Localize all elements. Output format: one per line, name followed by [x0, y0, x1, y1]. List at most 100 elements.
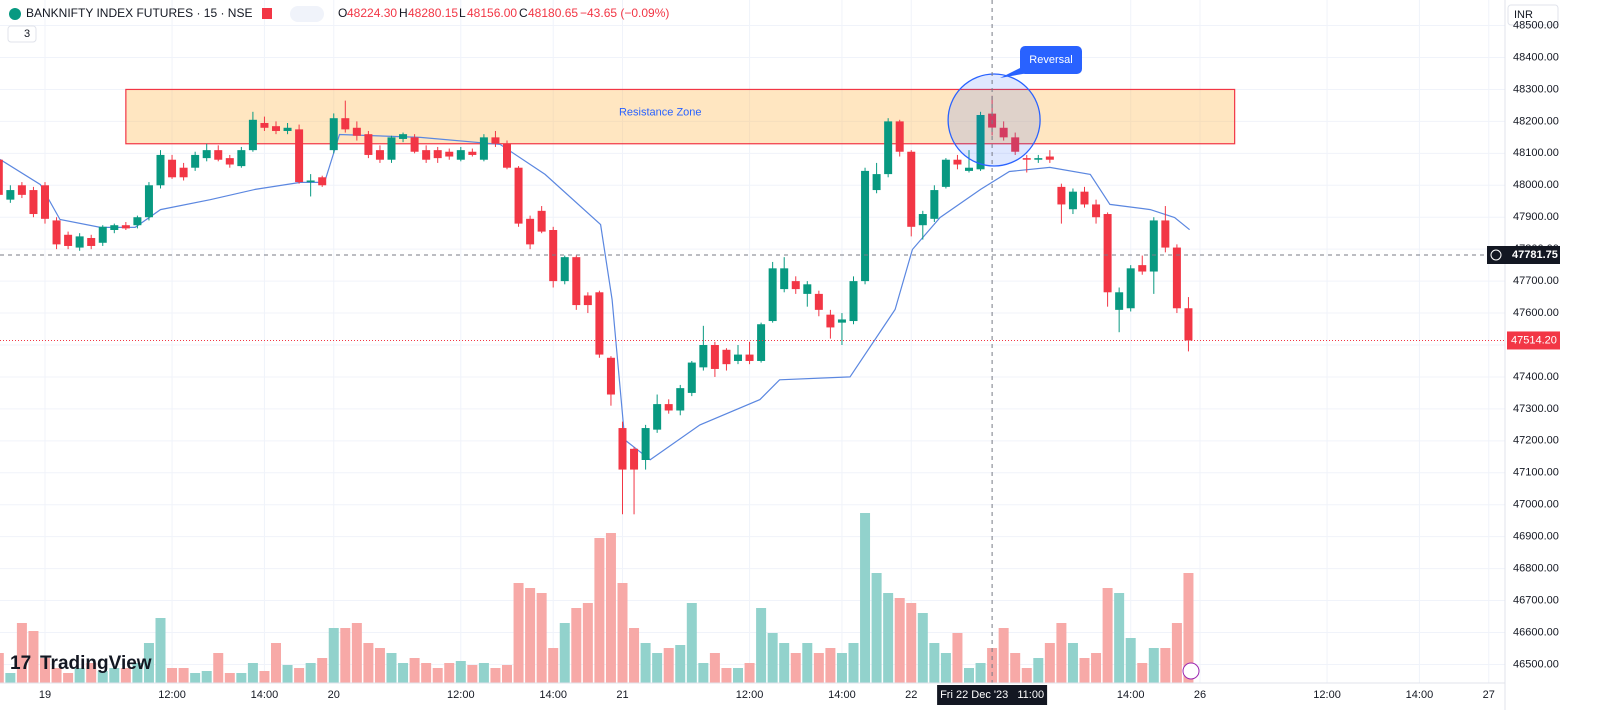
candle-body [965, 167, 973, 171]
logo [9, 8, 21, 20]
volume-bar [1056, 623, 1067, 683]
candle-body [572, 257, 581, 306]
y-tick-label: 46600.00 [1513, 626, 1559, 638]
candle-body [676, 388, 685, 411]
candle-body [6, 190, 15, 200]
indicator-toggle[interactable] [7, 25, 37, 43]
volume-bar [744, 663, 755, 683]
volume-bar [952, 633, 963, 683]
y-tick-label: 47100.00 [1513, 467, 1559, 479]
volume-bar [363, 643, 374, 683]
candle-body [375, 150, 384, 160]
candle-body [318, 177, 327, 186]
volume-bar [351, 623, 362, 683]
candle-body [814, 293, 823, 310]
candle-body [214, 150, 223, 160]
crosshair-price: 47781.75 [1512, 249, 1558, 261]
candle-body [583, 295, 592, 306]
volume-bar [605, 533, 616, 683]
ohlc-key: H [399, 6, 408, 20]
volume-bar [629, 628, 640, 683]
volume-bar [779, 643, 790, 683]
volume-bar [236, 673, 247, 683]
candle-body [630, 448, 639, 470]
volume-bar [917, 613, 928, 683]
candle-body [144, 185, 153, 218]
candle-body [560, 257, 569, 282]
candle-body [618, 428, 627, 470]
candle-body [768, 268, 777, 322]
volume-bar [1137, 663, 1148, 683]
volume-bar [975, 663, 986, 683]
candle-body [110, 225, 119, 230]
candle-body [861, 170, 870, 282]
candle-body [549, 230, 558, 282]
volume-bar [559, 623, 570, 683]
ohlc-value: 48180.65 [528, 6, 578, 20]
currency-button[interactable] [1507, 4, 1559, 26]
volume-bar [940, 653, 951, 683]
candle-body [17, 185, 26, 195]
candle-body [837, 319, 846, 323]
volume-bar [28, 631, 39, 683]
candle-body [710, 345, 719, 369]
candle-body [803, 284, 812, 294]
candle-body [1057, 186, 1066, 205]
candle-body [722, 349, 731, 365]
volume-bar [894, 598, 905, 683]
candle-body [410, 137, 419, 152]
volume-bar [1148, 648, 1159, 683]
volume-bar [513, 583, 524, 683]
candle-body [1068, 191, 1077, 210]
volume-bar [1021, 668, 1032, 683]
candle-body [98, 226, 107, 243]
candle-body [260, 122, 269, 128]
volume-bar [421, 663, 432, 683]
volume-bar [502, 665, 512, 683]
candle-body [479, 137, 488, 160]
indicator-count: 3 [24, 28, 30, 40]
reversal-circle [947, 73, 1041, 167]
toggle[interactable] [290, 6, 324, 22]
x-tick-label: 12:00 [736, 689, 764, 701]
candle-body [595, 292, 604, 355]
volume-bar [594, 538, 605, 683]
header: BANKNIFTY INDEX FUTURES · 15 · NSE O 482… [7, 4, 1559, 674]
candle-body [248, 119, 257, 151]
candle-body [687, 362, 696, 393]
volume-bar [444, 663, 455, 683]
candle-body [283, 127, 292, 131]
volume-bar [143, 643, 154, 683]
volume-bar [190, 673, 201, 683]
candle-body [329, 118, 338, 151]
candle-body [133, 217, 142, 226]
volume-bar [1114, 593, 1125, 683]
x-tick-label: 12:00 [158, 689, 186, 701]
volume-bar [167, 668, 178, 683]
candle-body [422, 150, 431, 160]
x-tick-label: 12:00 [447, 689, 475, 701]
flag [262, 8, 272, 19]
volume-bar [652, 653, 663, 683]
volume-bar [97, 671, 108, 683]
candle-body [445, 151, 454, 157]
volume-bar [374, 648, 385, 683]
candle-body [352, 127, 361, 136]
candle-body [1115, 292, 1124, 310]
x-tick-label: 19 [39, 689, 51, 701]
candle-body [387, 137, 396, 160]
volume-bar [790, 653, 801, 683]
candle-body [953, 159, 962, 165]
candle-body [780, 268, 789, 290]
y-tick-label: 46800.00 [1513, 563, 1559, 575]
candle-body [399, 134, 408, 139]
volume-bar [860, 513, 871, 683]
candle-body [468, 151, 477, 155]
callout [1020, 46, 1082, 74]
candle-body [237, 150, 246, 167]
plot-area: Resistance Zone [0, 0, 1505, 683]
volume-bar [455, 661, 466, 683]
y-tick-label: 47700.00 [1513, 275, 1559, 287]
volume-bar [1091, 653, 1102, 683]
